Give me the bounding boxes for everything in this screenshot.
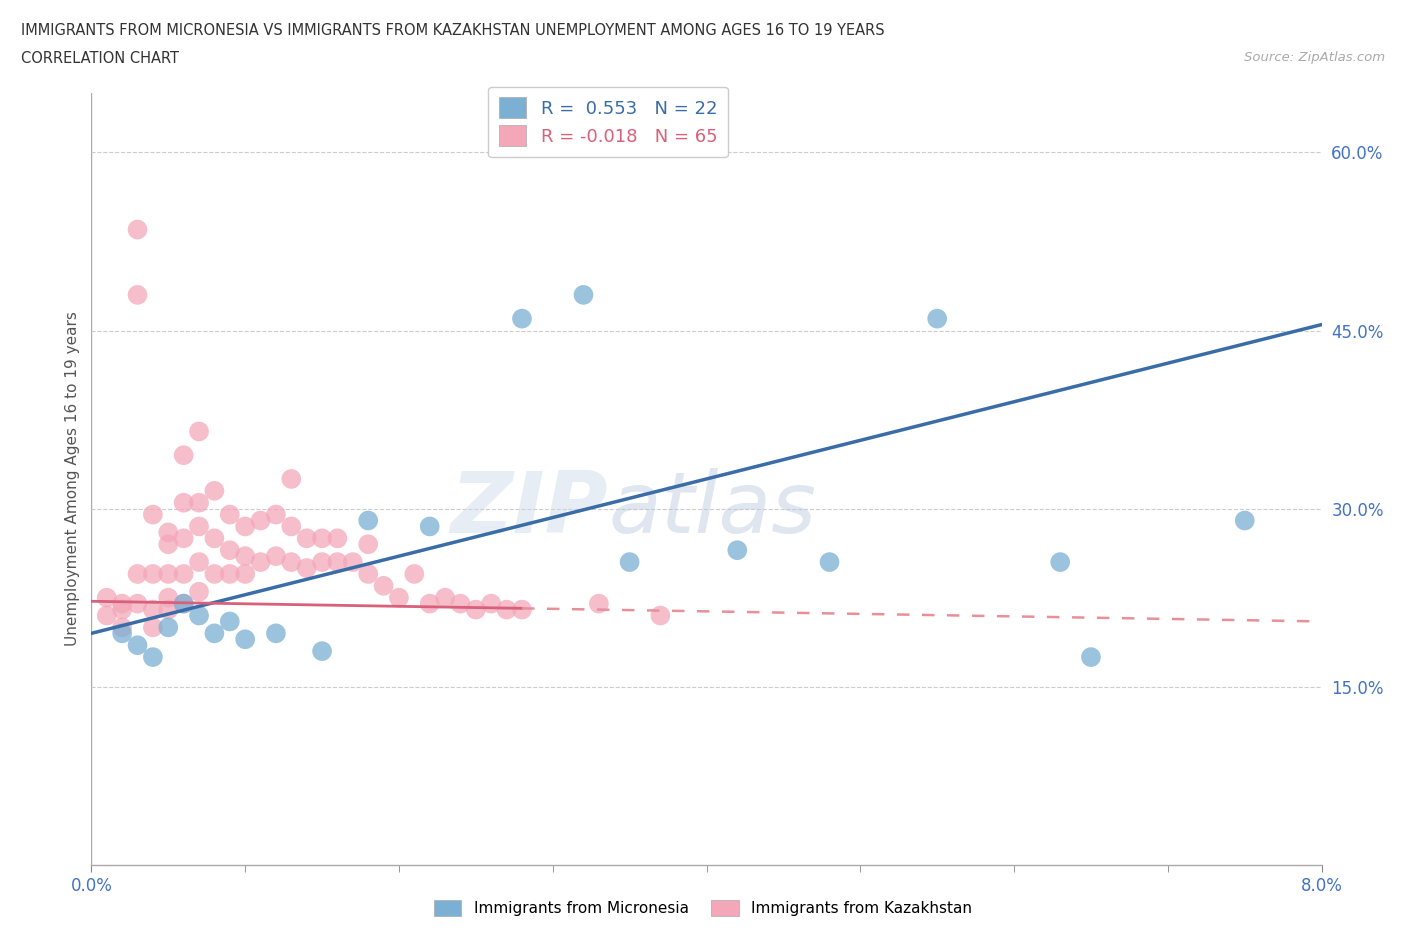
Point	[188, 584, 211, 599]
Point	[464, 602, 486, 617]
Point	[388, 591, 411, 605]
Point	[342, 554, 364, 569]
Point	[311, 531, 333, 546]
Point	[173, 596, 195, 611]
Point	[142, 507, 165, 522]
Point	[202, 626, 225, 641]
Point	[142, 650, 165, 665]
Point	[357, 513, 380, 528]
Point	[280, 519, 302, 534]
Point	[218, 614, 240, 629]
Point	[927, 312, 949, 326]
Point	[264, 626, 287, 641]
Point	[111, 596, 134, 611]
Point	[218, 543, 240, 558]
Point	[173, 531, 195, 546]
Point	[111, 602, 134, 617]
Point	[127, 222, 149, 237]
Point	[142, 602, 165, 617]
Point	[142, 620, 165, 635]
Point	[157, 591, 180, 605]
Point	[218, 566, 240, 581]
Point	[202, 484, 225, 498]
Point	[449, 596, 471, 611]
Point	[127, 638, 149, 653]
Point	[1080, 650, 1102, 665]
Point	[233, 566, 256, 581]
Text: IMMIGRANTS FROM MICRONESIA VS IMMIGRANTS FROM KAZAKHSTAN UNEMPLOYMENT AMONG AGES: IMMIGRANTS FROM MICRONESIA VS IMMIGRANTS…	[21, 23, 884, 38]
Text: Source: ZipAtlas.com: Source: ZipAtlas.com	[1244, 51, 1385, 64]
Point	[818, 554, 841, 569]
Point	[572, 287, 595, 302]
Text: ZIP: ZIP	[450, 469, 607, 551]
Point	[280, 554, 302, 569]
Point	[479, 596, 502, 611]
Point	[326, 531, 349, 546]
Point	[249, 554, 271, 569]
Point	[280, 472, 302, 486]
Point	[173, 566, 195, 581]
Y-axis label: Unemployment Among Ages 16 to 19 years: Unemployment Among Ages 16 to 19 years	[65, 312, 80, 646]
Point	[96, 591, 118, 605]
Point	[157, 566, 180, 581]
Text: atlas: atlas	[607, 469, 815, 551]
Point	[111, 620, 134, 635]
Point	[295, 531, 318, 546]
Point	[404, 566, 426, 581]
Point	[233, 631, 256, 646]
Point	[157, 620, 180, 635]
Point	[188, 608, 211, 623]
Point	[233, 549, 256, 564]
Point	[357, 566, 380, 581]
Point	[419, 519, 441, 534]
Point	[588, 596, 610, 611]
Point	[188, 554, 211, 569]
Point	[264, 507, 287, 522]
Point	[326, 554, 349, 569]
Point	[233, 519, 256, 534]
Point	[173, 447, 195, 462]
Point	[249, 513, 271, 528]
Point	[218, 507, 240, 522]
Point	[619, 554, 641, 569]
Point	[495, 602, 517, 617]
Text: CORRELATION CHART: CORRELATION CHART	[21, 51, 179, 66]
Point	[188, 519, 211, 534]
Point	[1049, 554, 1071, 569]
Point	[173, 496, 195, 511]
Point	[510, 602, 533, 617]
Point	[434, 591, 457, 605]
Point	[510, 312, 533, 326]
Point	[419, 596, 441, 611]
Point	[264, 549, 287, 564]
Point	[96, 608, 118, 623]
Point	[188, 424, 211, 439]
Point	[157, 525, 180, 539]
Point	[1233, 513, 1256, 528]
Point	[311, 644, 333, 658]
Point	[111, 626, 134, 641]
Point	[650, 608, 672, 623]
Point	[357, 537, 380, 551]
Legend: R =  0.553   N = 22, R = -0.018   N = 65: R = 0.553 N = 22, R = -0.018 N = 65	[488, 86, 728, 157]
Point	[127, 596, 149, 611]
Point	[725, 543, 748, 558]
Legend: Immigrants from Micronesia, Immigrants from Kazakhstan: Immigrants from Micronesia, Immigrants f…	[427, 894, 979, 923]
Point	[373, 578, 395, 593]
Point	[202, 531, 225, 546]
Point	[127, 287, 149, 302]
Point	[173, 596, 195, 611]
Point	[202, 566, 225, 581]
Point	[157, 602, 180, 617]
Point	[295, 561, 318, 576]
Point	[188, 496, 211, 511]
Point	[311, 554, 333, 569]
Point	[142, 566, 165, 581]
Point	[127, 566, 149, 581]
Point	[157, 537, 180, 551]
